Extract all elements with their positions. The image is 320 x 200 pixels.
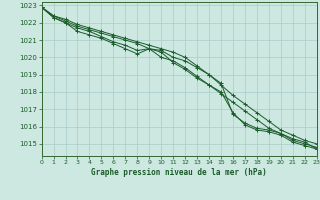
X-axis label: Graphe pression niveau de la mer (hPa): Graphe pression niveau de la mer (hPa) <box>91 168 267 177</box>
